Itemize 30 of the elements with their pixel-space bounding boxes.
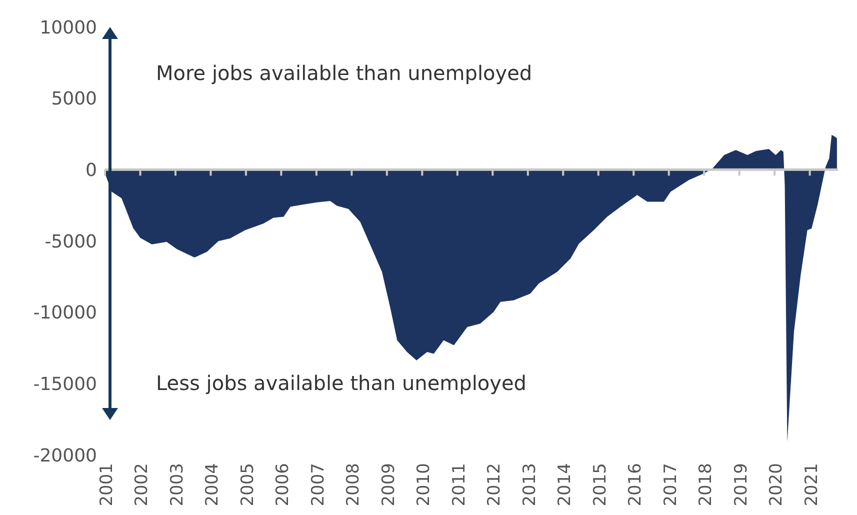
x-tick-label: 2013 — [520, 463, 540, 506]
x-tick-label: 2019 — [731, 463, 752, 506]
x-tick-label: 2008 — [344, 463, 364, 506]
y-tick-label: -15000 — [33, 374, 97, 396]
y-tick-label: -5000 — [44, 231, 97, 252]
y-tick-label: -20000 — [33, 445, 97, 466]
y-tick-label: -10000 — [33, 302, 97, 324]
x-tick-label: 2021 — [802, 463, 822, 506]
x-tick-label: 2011 — [449, 463, 470, 506]
x-tick-label: 2020 — [766, 463, 787, 506]
x-tick-label: 2018 — [696, 463, 716, 506]
x-tick-label: 2017 — [660, 463, 681, 506]
annotation: More jobs available than unemployed — [156, 61, 532, 85]
y-tick-label: 5000 — [51, 88, 97, 110]
x-tick-label: 2007 — [308, 463, 328, 506]
y-tick-label: 0 — [86, 160, 97, 182]
x-tick-label: 2014 — [555, 463, 576, 506]
x-tick-label: 2010 — [414, 463, 434, 506]
x-tick-label: 2005 — [238, 463, 258, 506]
x-tick-label: 2016 — [626, 463, 646, 506]
y-tick-label: 10000 — [40, 17, 97, 38]
x-tick-label: 2003 — [167, 463, 188, 506]
x-tick-label: 2004 — [202, 463, 223, 506]
x-tick-label: 2009 — [378, 463, 399, 506]
annotation: Less jobs available than unemployed — [156, 371, 526, 395]
x-tick-label: 2015 — [590, 463, 610, 506]
x-tick-label: 2002 — [132, 463, 152, 506]
x-tick-label: 2001 — [97, 463, 117, 506]
x-tick-label: 2006 — [273, 463, 294, 506]
x-tick-label: 2012 — [484, 463, 505, 506]
